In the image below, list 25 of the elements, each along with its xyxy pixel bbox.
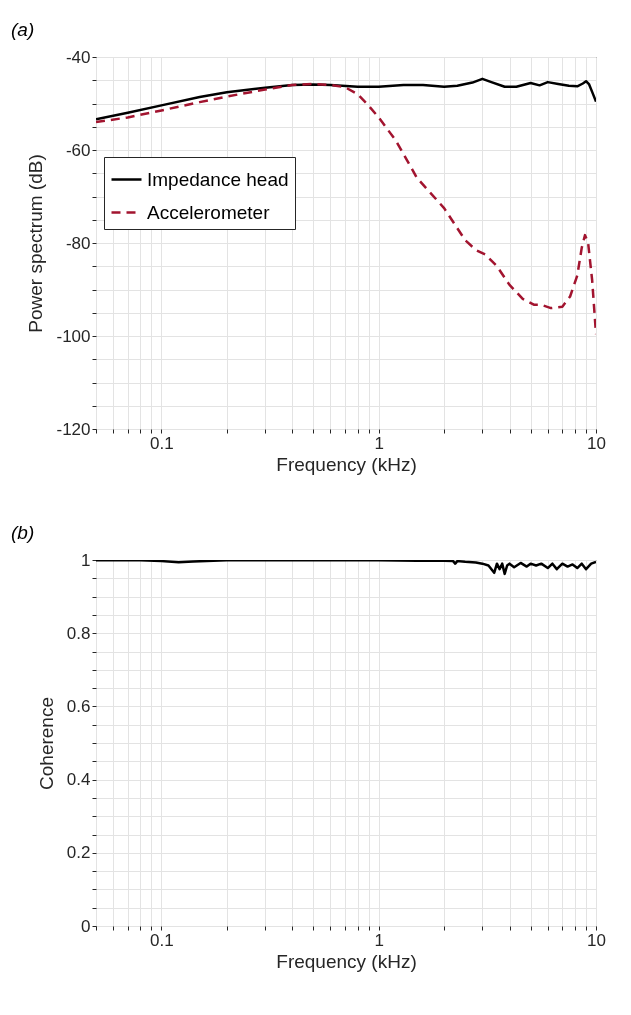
- chart-title: (a): [11, 19, 35, 40]
- x-axis-title: Frequency (kHz): [276, 453, 417, 475]
- chart-title: (b): [11, 522, 35, 543]
- y-axis-title: Power spectrum (dB): [25, 154, 47, 333]
- x-tick-label: 0.1: [150, 433, 174, 453]
- x-tick-label: 1: [374, 930, 384, 950]
- y-tick-label: 0.4: [66, 770, 91, 790]
- x-tick-label: 10: [587, 433, 606, 453]
- y-tick-label: 0.6: [66, 696, 91, 716]
- y-tick-label: 1: [81, 550, 91, 570]
- legend-label: Impedance head: [147, 168, 289, 190]
- y-tick-label: 0.8: [66, 623, 91, 643]
- y-tick-label: 0: [81, 916, 91, 936]
- x-tick-label: 1: [374, 433, 384, 453]
- x-tick-label: 0.1: [150, 930, 174, 950]
- x-tick-label: 10: [587, 930, 606, 950]
- y-tick-label: -60: [65, 140, 91, 160]
- legend-label: Accelerometer: [147, 201, 271, 223]
- y-tick-label: -120: [56, 419, 91, 439]
- x-axis-title: Frequency (kHz): [276, 950, 417, 972]
- y-tick-label: -80: [65, 233, 91, 253]
- y-tick-label: -100: [56, 326, 91, 346]
- y-tick-label: -40: [65, 47, 91, 67]
- y-axis-title: Coherence: [35, 697, 57, 790]
- y-tick-label: 0.2: [66, 843, 91, 863]
